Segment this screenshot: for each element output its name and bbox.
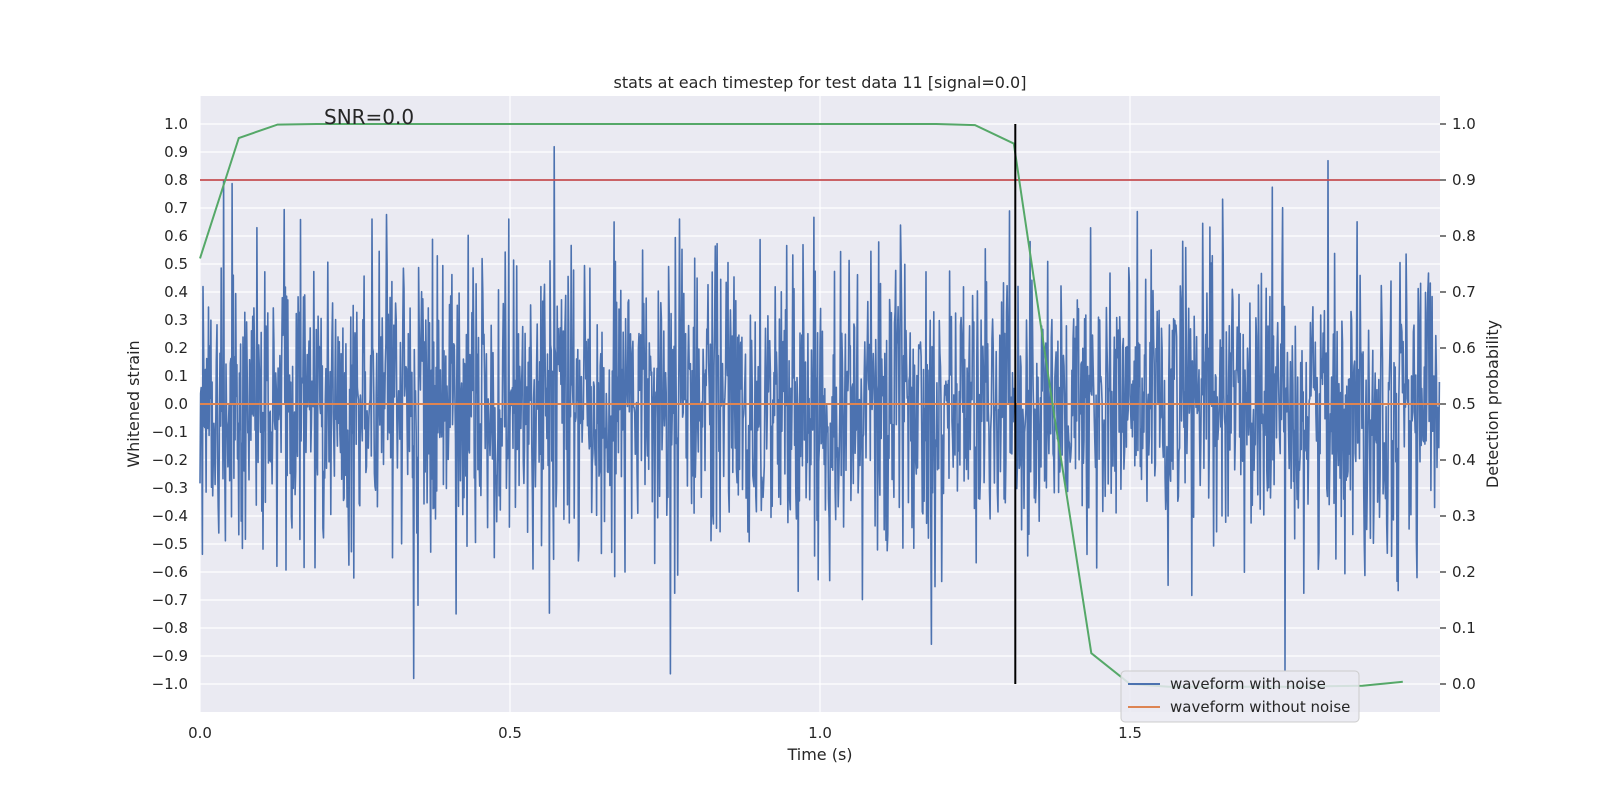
x-axis-label: Time (s)	[786, 745, 852, 764]
y-tick-label: 0.0	[164, 395, 188, 413]
y-tick-label: 0.5	[164, 255, 188, 273]
chart-title: stats at each timestep for test data 11 …	[614, 73, 1027, 92]
y-tick-label: 0.1	[164, 367, 188, 385]
y2-tick-label: 0.3	[1452, 507, 1476, 525]
y-tick-label: −0.2	[152, 451, 188, 469]
y-tick-label: 0.6	[164, 227, 188, 245]
legend-label-clean: waveform without noise	[1170, 698, 1350, 716]
y-tick-label: −0.5	[152, 535, 188, 553]
x-axis-ticks: 0.0 0.5 1.0 1.5	[188, 724, 1142, 742]
y-tick-label: 0.8	[164, 171, 188, 189]
right-axis-ticks: 1.0 0.9 0.8 0.7 0.6 0.5 0.4 0.3 0.2 0.1 0.0	[1440, 115, 1476, 693]
y-tick-label: −0.6	[152, 563, 188, 581]
y-axis-label: Whitened strain	[124, 340, 143, 467]
y2-tick-label: 0.7	[1452, 283, 1476, 301]
left-axis-ticks: 1.0 0.9 0.8 0.7 0.6 0.5 0.4 0.3 0.2 0.1 0.0 −0.1 −0.…	[152, 115, 188, 693]
y2-tick-label: 0.4	[1452, 451, 1476, 469]
x-tick-label: 0.5	[498, 724, 522, 742]
x-tick-label: 0.0	[188, 724, 212, 742]
y-tick-label: −0.7	[152, 591, 188, 609]
x-tick-label: 1.0	[808, 724, 832, 742]
y-tick-label: −0.8	[152, 619, 188, 637]
y2-axis-label: Detection probability	[1483, 320, 1502, 488]
y-tick-label: 0.2	[164, 339, 188, 357]
y-tick-label: −0.3	[152, 479, 188, 497]
y2-tick-label: 0.8	[1452, 227, 1476, 245]
legend: waveform with noise waveform without noi…	[1120, 670, 1360, 723]
y2-tick-label: 0.1	[1452, 619, 1476, 637]
x-tick-label: 1.5	[1118, 724, 1142, 742]
y-tick-label: −0.4	[152, 507, 188, 525]
y2-tick-label: 0.6	[1452, 339, 1476, 357]
y-tick-label: −0.9	[152, 647, 188, 665]
y2-tick-label: 0.9	[1452, 171, 1476, 189]
y-tick-label: 0.7	[164, 199, 188, 217]
y-tick-label: 1.0	[164, 115, 188, 133]
y2-tick-label: 0.0	[1452, 675, 1476, 693]
series-layer	[199, 123, 1441, 688]
snr-annotation: SNR=0.0	[324, 105, 414, 129]
y2-tick-label: 0.5	[1452, 395, 1476, 413]
y2-tick-label: 0.2	[1452, 563, 1476, 581]
y-tick-label: 0.9	[164, 143, 188, 161]
noise-waveform-line	[199, 145, 1441, 680]
y2-tick-label: 1.0	[1452, 115, 1476, 133]
legend-box	[1120, 670, 1360, 723]
y-tick-label: 0.3	[164, 311, 188, 329]
y-tick-label: 0.4	[164, 283, 188, 301]
legend-label-noise: waveform with noise	[1170, 675, 1326, 693]
y-tick-label: −1.0	[152, 675, 188, 693]
y-tick-label: −0.1	[152, 423, 188, 441]
